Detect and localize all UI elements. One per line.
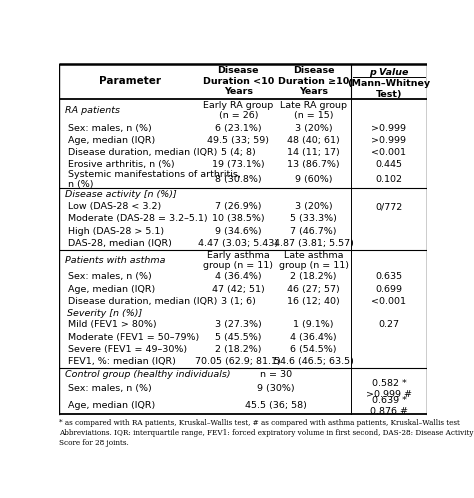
Text: 5 (33.3%): 5 (33.3%) — [290, 215, 337, 224]
Text: 3 (20%): 3 (20%) — [295, 202, 332, 211]
Text: Early asthma
group (n = 11): Early asthma group (n = 11) — [203, 250, 273, 270]
Text: Disease activity [n (%)]: Disease activity [n (%)] — [65, 190, 176, 199]
Text: 48 (40; 61): 48 (40; 61) — [287, 136, 340, 145]
Text: 6 (23.1%): 6 (23.1%) — [215, 124, 262, 132]
Text: 0.699: 0.699 — [375, 285, 402, 294]
Text: 10 (38.5%): 10 (38.5%) — [212, 215, 264, 224]
Text: 46 (27; 57): 46 (27; 57) — [287, 285, 340, 294]
Text: 7 (46.7%): 7 (46.7%) — [291, 227, 337, 236]
Text: 0.27: 0.27 — [378, 320, 400, 330]
Text: Parameter: Parameter — [99, 76, 161, 86]
Text: Late asthma
group (n = 11): Late asthma group (n = 11) — [279, 250, 349, 270]
Text: 3 (1; 6): 3 (1; 6) — [221, 297, 256, 306]
Text: Severity [n (%)]: Severity [n (%)] — [66, 309, 142, 318]
Text: 16 (12; 40): 16 (12; 40) — [287, 297, 340, 306]
Text: Severe (FEV1 = 49–30%): Severe (FEV1 = 49–30%) — [68, 345, 188, 354]
Text: Systemic manifestations of arthritis,
n (%): Systemic manifestations of arthritis, n … — [68, 170, 241, 189]
Text: Disease
Duration <10
Years: Disease Duration <10 Years — [203, 66, 274, 96]
Text: Age, median (IQR): Age, median (IQR) — [68, 285, 155, 294]
Text: Age, median (IQR): Age, median (IQR) — [68, 136, 155, 145]
Text: 13 (86.7%): 13 (86.7%) — [287, 160, 340, 169]
Text: * as compared with RA patients, Kruskal–Wallis test, # as compared with asthma p: * as compared with RA patients, Kruskal–… — [59, 419, 474, 447]
Text: 5 (45.5%): 5 (45.5%) — [215, 333, 262, 342]
Text: Age, median (IQR): Age, median (IQR) — [68, 401, 155, 410]
Text: DAS-28, median (IQR): DAS-28, median (IQR) — [68, 239, 173, 248]
Text: Sex: males, n (%): Sex: males, n (%) — [68, 384, 152, 393]
Text: 0/772: 0/772 — [375, 202, 402, 211]
Text: 9 (60%): 9 (60%) — [295, 175, 332, 184]
Text: p Value: p Value — [369, 68, 409, 77]
Text: Moderate (FEV1 = 50–79%): Moderate (FEV1 = 50–79%) — [68, 333, 200, 342]
Text: Sex: males, n (%): Sex: males, n (%) — [68, 272, 152, 281]
Text: 2 (18.2%): 2 (18.2%) — [291, 272, 337, 281]
Text: Late RA group
(n = 15): Late RA group (n = 15) — [280, 101, 347, 120]
Text: 14 (11; 17): 14 (11; 17) — [287, 148, 340, 157]
Text: <0.001: <0.001 — [372, 297, 406, 306]
Text: 0.102: 0.102 — [375, 175, 402, 184]
Text: 9 (34.6%): 9 (34.6%) — [215, 227, 262, 236]
Text: 4.87 (3.81; 5.57): 4.87 (3.81; 5.57) — [273, 239, 354, 248]
Text: 7 (26.9%): 7 (26.9%) — [215, 202, 262, 211]
Text: n = 30: n = 30 — [260, 370, 292, 378]
Text: Disease
Duration ≥10
Years: Disease Duration ≥10 Years — [278, 66, 349, 96]
Text: 1 (9.1%): 1 (9.1%) — [293, 320, 334, 330]
Text: Control group (healthy individuals): Control group (healthy individuals) — [65, 370, 230, 378]
Text: RA patients: RA patients — [65, 106, 120, 115]
Text: 4.47 (3.03; 5.43): 4.47 (3.03; 5.43) — [198, 239, 278, 248]
Text: 5 (4; 8): 5 (4; 8) — [221, 148, 255, 157]
Text: >0.999: >0.999 — [372, 136, 406, 145]
Text: >0.999: >0.999 — [372, 124, 406, 132]
Text: Erosive arthritis, n (%): Erosive arthritis, n (%) — [68, 160, 175, 169]
Text: Low (DAS-28 < 3.2): Low (DAS-28 < 3.2) — [68, 202, 162, 211]
Text: 0.582 *
>0.999 #: 0.582 * >0.999 # — [366, 379, 412, 399]
Text: 0.445: 0.445 — [375, 160, 402, 169]
Text: Disease duration, median (IQR): Disease duration, median (IQR) — [68, 148, 218, 157]
Text: 4 (36.4%): 4 (36.4%) — [291, 333, 337, 342]
Text: 0.635: 0.635 — [375, 272, 402, 281]
Text: 3 (27.3%): 3 (27.3%) — [215, 320, 262, 330]
Text: Sex: males, n (%): Sex: males, n (%) — [68, 124, 152, 132]
Text: Moderate (DAS-28 = 3.2–5.1): Moderate (DAS-28 = 3.2–5.1) — [68, 215, 208, 224]
Text: 54.6 (46.5; 63.5): 54.6 (46.5; 63.5) — [273, 357, 354, 367]
Text: 19 (73.1%): 19 (73.1%) — [212, 160, 264, 169]
Text: 9 (30%): 9 (30%) — [257, 384, 295, 393]
Text: 6 (54.5%): 6 (54.5%) — [291, 345, 337, 354]
Text: Early RA group
(n = 26): Early RA group (n = 26) — [203, 101, 273, 120]
Text: 49.5 (33; 59): 49.5 (33; 59) — [207, 136, 269, 145]
Text: Disease duration, median (IQR): Disease duration, median (IQR) — [68, 297, 218, 306]
Text: FEV1, %: median (IQR): FEV1, %: median (IQR) — [68, 357, 176, 367]
Text: Mild (FEV1 > 80%): Mild (FEV1 > 80%) — [68, 320, 157, 330]
Text: Patients with asthma: Patients with asthma — [65, 255, 165, 265]
Text: (Mann–Whitney
Test): (Mann–Whitney Test) — [347, 79, 430, 99]
Text: 8 (30.8%): 8 (30.8%) — [215, 175, 262, 184]
Text: 47 (42; 51): 47 (42; 51) — [212, 285, 264, 294]
Text: <0.001: <0.001 — [372, 148, 406, 157]
Text: 2 (18.2%): 2 (18.2%) — [215, 345, 262, 354]
Text: 0.639 *
0.876 #: 0.639 * 0.876 # — [370, 396, 408, 416]
Text: 70.05 (62.9; 81.1): 70.05 (62.9; 81.1) — [195, 357, 281, 367]
Text: 3 (20%): 3 (20%) — [295, 124, 332, 132]
Text: 4 (36.4%): 4 (36.4%) — [215, 272, 262, 281]
Text: 45.5 (36; 58): 45.5 (36; 58) — [245, 401, 307, 410]
Text: High (DAS-28 > 5.1): High (DAS-28 > 5.1) — [68, 227, 164, 236]
